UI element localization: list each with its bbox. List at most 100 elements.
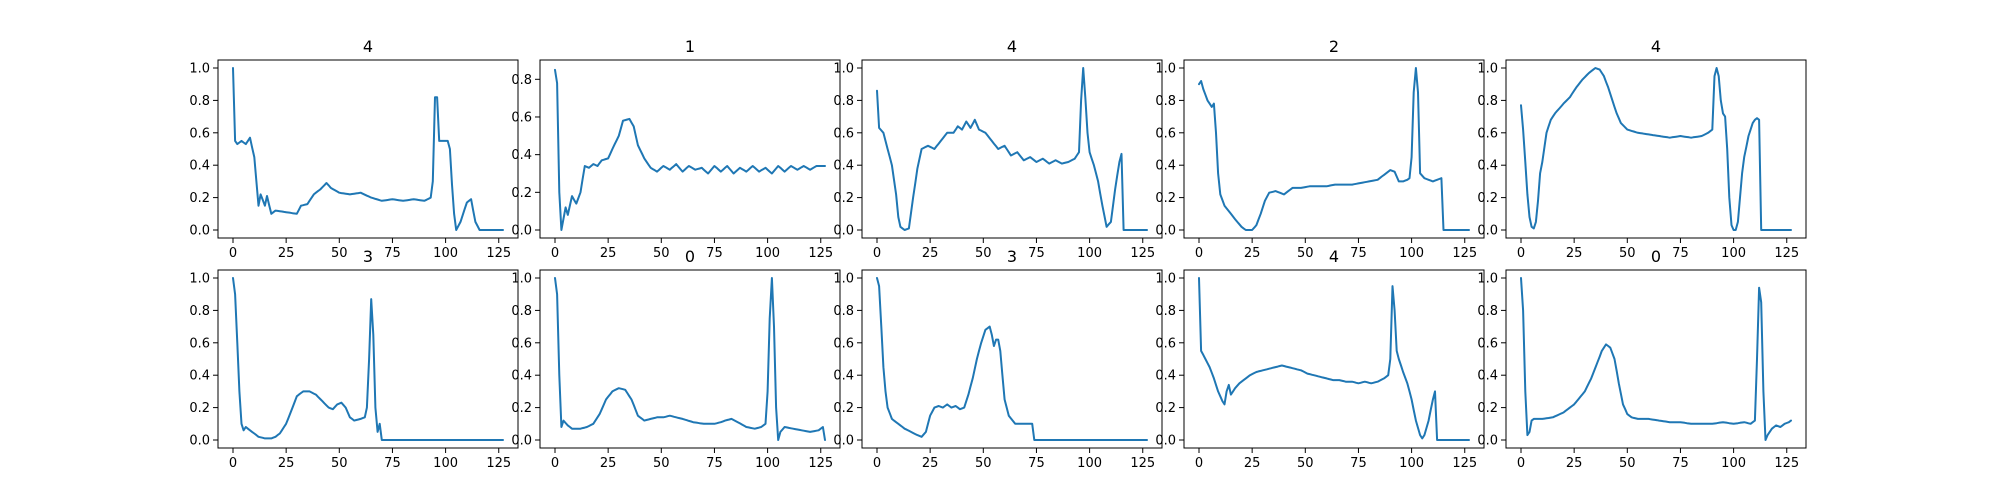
series-line [232,277,504,441]
axes-frame [1183,269,1485,449]
y-tick-label: 0.0 [1155,224,1176,239]
y-tick-label: 0.0 [1477,224,1498,239]
axes-frame [861,269,1163,449]
y-tick-label: 0.8 [833,304,854,319]
y-tick-label: 0.0 [189,224,210,239]
y-tick-label: 0.0 [833,434,854,449]
y-tick-label: 0.0 [511,224,532,239]
series-line [554,68,826,231]
x-tick-label: 75 [706,456,723,471]
y-tick-label: 1.0 [511,272,532,287]
x-tick-label: 0 [229,246,237,261]
y-tick-label: 1.0 [1477,272,1498,287]
y-tick-label: 0.8 [511,73,532,88]
y-tick-label: 0.0 [833,224,854,239]
x-tick-label: 75 [384,246,401,261]
axes-frame [1505,269,1807,449]
series-line [1520,277,1792,441]
y-tick-label: 0.8 [1155,94,1176,109]
y-tick-label: 0.6 [511,110,532,125]
x-tick-label: 0 [873,456,881,471]
x-tick-label: 25 [1566,246,1583,261]
series-line [876,277,1148,441]
x-tick-label: 75 [1350,246,1367,261]
x-tick-label: 100 [1077,456,1102,471]
subplot-6: 3 0 25 50 75 100 125 0.0 0.2 0.4 0.6 0.8 1.0 [189,247,519,471]
y-tick-label: 0.4 [833,369,854,384]
x-tick-label: 0 [1195,246,1203,261]
x-tick-label: 25 [922,456,939,471]
panel-title: 4 [363,37,373,56]
x-tick-label: 125 [808,456,833,471]
x-tick-label: 25 [1244,456,1261,471]
panel-title: 4 [1651,37,1661,56]
y-tick-label: 0.2 [1155,191,1176,206]
subplot-1: 4 0 25 50 75 100 125 0.0 0.2 0.4 0.6 0.8 1.0 [189,37,519,261]
y-tick-label: 0.8 [189,94,210,109]
x-tick-label: 50 [1619,456,1636,471]
x-tick-label: 50 [331,246,348,261]
x-tick-label: 100 [433,456,458,471]
x-tick-label: 100 [755,456,780,471]
x-tick-label: 50 [1297,456,1314,471]
axes-frame [539,59,841,239]
y-tick-label: 0.6 [833,126,854,141]
x-tick-label: 100 [1721,456,1746,471]
y-tick-label: 0.6 [1155,336,1176,351]
x-tick-label: 50 [653,456,670,471]
x-tick-label: 125 [808,246,833,261]
x-tick-label: 25 [1244,246,1261,261]
x-tick-label: 125 [1774,246,1799,261]
x-tick-label: 50 [653,246,670,261]
y-tick-label: 0.4 [189,369,210,384]
x-tick-label: 75 [1672,456,1689,471]
x-tick-label: 50 [975,246,992,261]
x-tick-label: 75 [1672,246,1689,261]
y-tick-label: 0.2 [1477,191,1498,206]
x-tick-label: 100 [1399,456,1424,471]
x-tick-label: 75 [384,456,401,471]
subplot-3: 4 0 25 50 75 100 125 0.0 0.2 0.4 0.6 0.8 1.0 [833,37,1163,261]
x-tick-label: 125 [486,246,511,261]
y-tick-label: 0.2 [189,191,210,206]
panel-title: 4 [1007,37,1017,56]
x-tick-label: 0 [1195,456,1203,471]
x-tick-label: 100 [1721,246,1746,261]
y-tick-label: 0.2 [189,401,210,416]
x-tick-label: 50 [975,456,992,471]
panel-title: 0 [685,247,695,266]
y-tick-label: 0.4 [1155,159,1176,174]
y-tick-label: 0.0 [189,434,210,449]
y-tick-label: 1.0 [833,272,854,287]
y-tick-label: 0.2 [511,401,532,416]
x-tick-label: 25 [1566,456,1583,471]
x-tick-label: 25 [600,246,617,261]
y-tick-label: 0.4 [1477,369,1498,384]
axes-frame [539,269,841,449]
y-tick-label: 0.6 [1155,126,1176,141]
x-tick-label: 125 [1452,246,1477,261]
x-tick-label: 0 [229,456,237,471]
x-tick-label: 0 [1517,246,1525,261]
x-tick-label: 75 [1028,456,1045,471]
y-tick-label: 0.0 [511,434,532,449]
x-tick-label: 50 [1619,246,1636,261]
y-tick-label: 0.6 [189,126,210,141]
panel-title: 3 [1007,247,1017,266]
panel-title: 4 [1329,247,1339,266]
subplot-2: 1 0 25 50 75 100 125 0.0 0.2 0.4 0.6 0.8 [511,37,841,261]
y-tick-label: 1.0 [189,272,210,287]
y-tick-label: 0.2 [1477,401,1498,416]
y-tick-label: 0.4 [189,159,210,174]
axes-frame [217,59,519,239]
x-tick-label: 75 [706,246,723,261]
series-line [876,67,1148,231]
x-tick-label: 125 [1774,456,1799,471]
subplot-8: 3 0 25 50 75 100 125 0.0 0.2 0.4 0.6 0.8 1.0 [833,247,1163,471]
x-tick-label: 100 [433,246,458,261]
y-tick-label: 0.8 [1477,94,1498,109]
x-tick-label: 100 [755,246,780,261]
x-tick-label: 125 [1130,246,1155,261]
